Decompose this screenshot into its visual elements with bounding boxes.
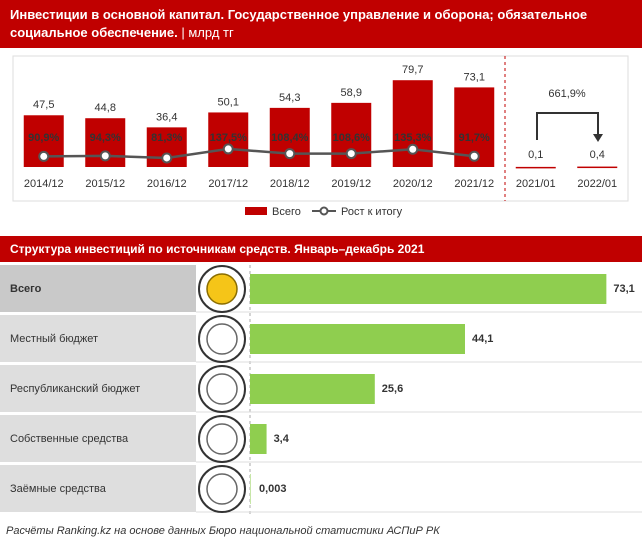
data-label: 108,4% (271, 132, 309, 144)
row-label-bg (0, 365, 196, 412)
bracket (536, 112, 599, 140)
data-label: 73,1 (613, 283, 634, 295)
icon-inner (206, 473, 238, 505)
bar (250, 474, 251, 504)
bar (250, 274, 607, 304)
legend-swatch (319, 206, 329, 216)
legend-label: Всего (272, 206, 301, 218)
data-label: 44,8 (95, 102, 116, 114)
x-tick-label: 2014/12 (24, 178, 64, 190)
category-label: Местный бюджет (10, 333, 98, 345)
data-label: 0,1 (528, 149, 543, 161)
bar (250, 374, 375, 404)
data-label: 36,4 (156, 111, 177, 123)
data-label: 108,6% (333, 132, 371, 144)
bar (208, 112, 249, 167)
line-marker (468, 150, 480, 162)
chart-title: Инвестиции в основной капитал. Государст… (10, 7, 588, 40)
category-label: Республиканский бюджет (10, 383, 140, 395)
bar (515, 166, 556, 169)
row-label-bg (0, 415, 196, 462)
legend-label: Рост к итогу (341, 206, 403, 218)
line-marker (407, 143, 419, 155)
line (43, 147, 475, 160)
data-label: 50,1 (218, 96, 239, 108)
legend-swatch (245, 207, 267, 215)
x-tick-label: 2022/01 (577, 178, 617, 190)
data-label: 58,9 (341, 87, 362, 99)
line-marker (222, 143, 234, 155)
data-label: 90,9% (28, 132, 59, 144)
data-label: 0,4 (590, 149, 605, 161)
category-label: Всего (10, 283, 42, 295)
data-label: 79,7 (402, 64, 423, 76)
data-label: 47,5 (33, 99, 54, 111)
data-label: 94,3% (90, 132, 121, 144)
line-marker (38, 150, 50, 162)
header: Инвестиции в основной капитал. Государст… (0, 0, 642, 48)
arrow-head (593, 134, 603, 142)
x-tick-label: 2016/12 (147, 178, 187, 190)
x-tick-label: 2020/12 (393, 178, 433, 190)
x-tick-label: 2021/12 (454, 178, 494, 190)
bar (250, 424, 267, 454)
line-marker (345, 148, 357, 160)
row-label-bg (0, 315, 196, 362)
header: Структура инвестиций по источникам средс… (0, 236, 642, 262)
category-label: Заёмные средства (10, 483, 107, 495)
data-label: 25,6 (382, 383, 403, 395)
annotation: 661,9% (548, 88, 586, 100)
data-label: 0,003 (259, 483, 287, 495)
x-tick-label: 2017/12 (208, 178, 248, 190)
data-label: 135,3% (394, 132, 432, 144)
row-label-bg (0, 265, 196, 312)
line-marker (284, 148, 296, 160)
data-label: 137,5% (210, 132, 248, 144)
x-tick-label: 2019/12 (331, 178, 371, 190)
data-label: 3,4 (274, 433, 290, 445)
data-label: 73,1 (464, 71, 485, 83)
data-label: 44,1 (472, 333, 493, 345)
chart-title: Структура инвестиций по источникам средс… (10, 242, 425, 256)
line-marker (161, 152, 173, 164)
category-label: Собственные средства (10, 433, 129, 445)
icon-inner (206, 423, 238, 455)
icon-inner (206, 273, 238, 305)
x-tick-label: 2018/12 (270, 178, 310, 190)
icon-inner (206, 323, 238, 355)
data-label: 91,7% (459, 132, 490, 144)
row-label-bg (0, 465, 196, 512)
x-tick-label: 2021/01 (516, 178, 556, 190)
data-label: 81,3% (151, 132, 182, 144)
data-label: 54,3 (279, 92, 300, 104)
x-tick-label: 2015/12 (85, 178, 125, 190)
source: Расчёты Ranking.kz на основе данных Бюро… (6, 525, 440, 537)
bar (577, 166, 618, 169)
unit: | млрд тг (181, 25, 234, 40)
bar (250, 324, 465, 354)
line-marker (99, 150, 111, 162)
icon-inner (206, 373, 238, 405)
